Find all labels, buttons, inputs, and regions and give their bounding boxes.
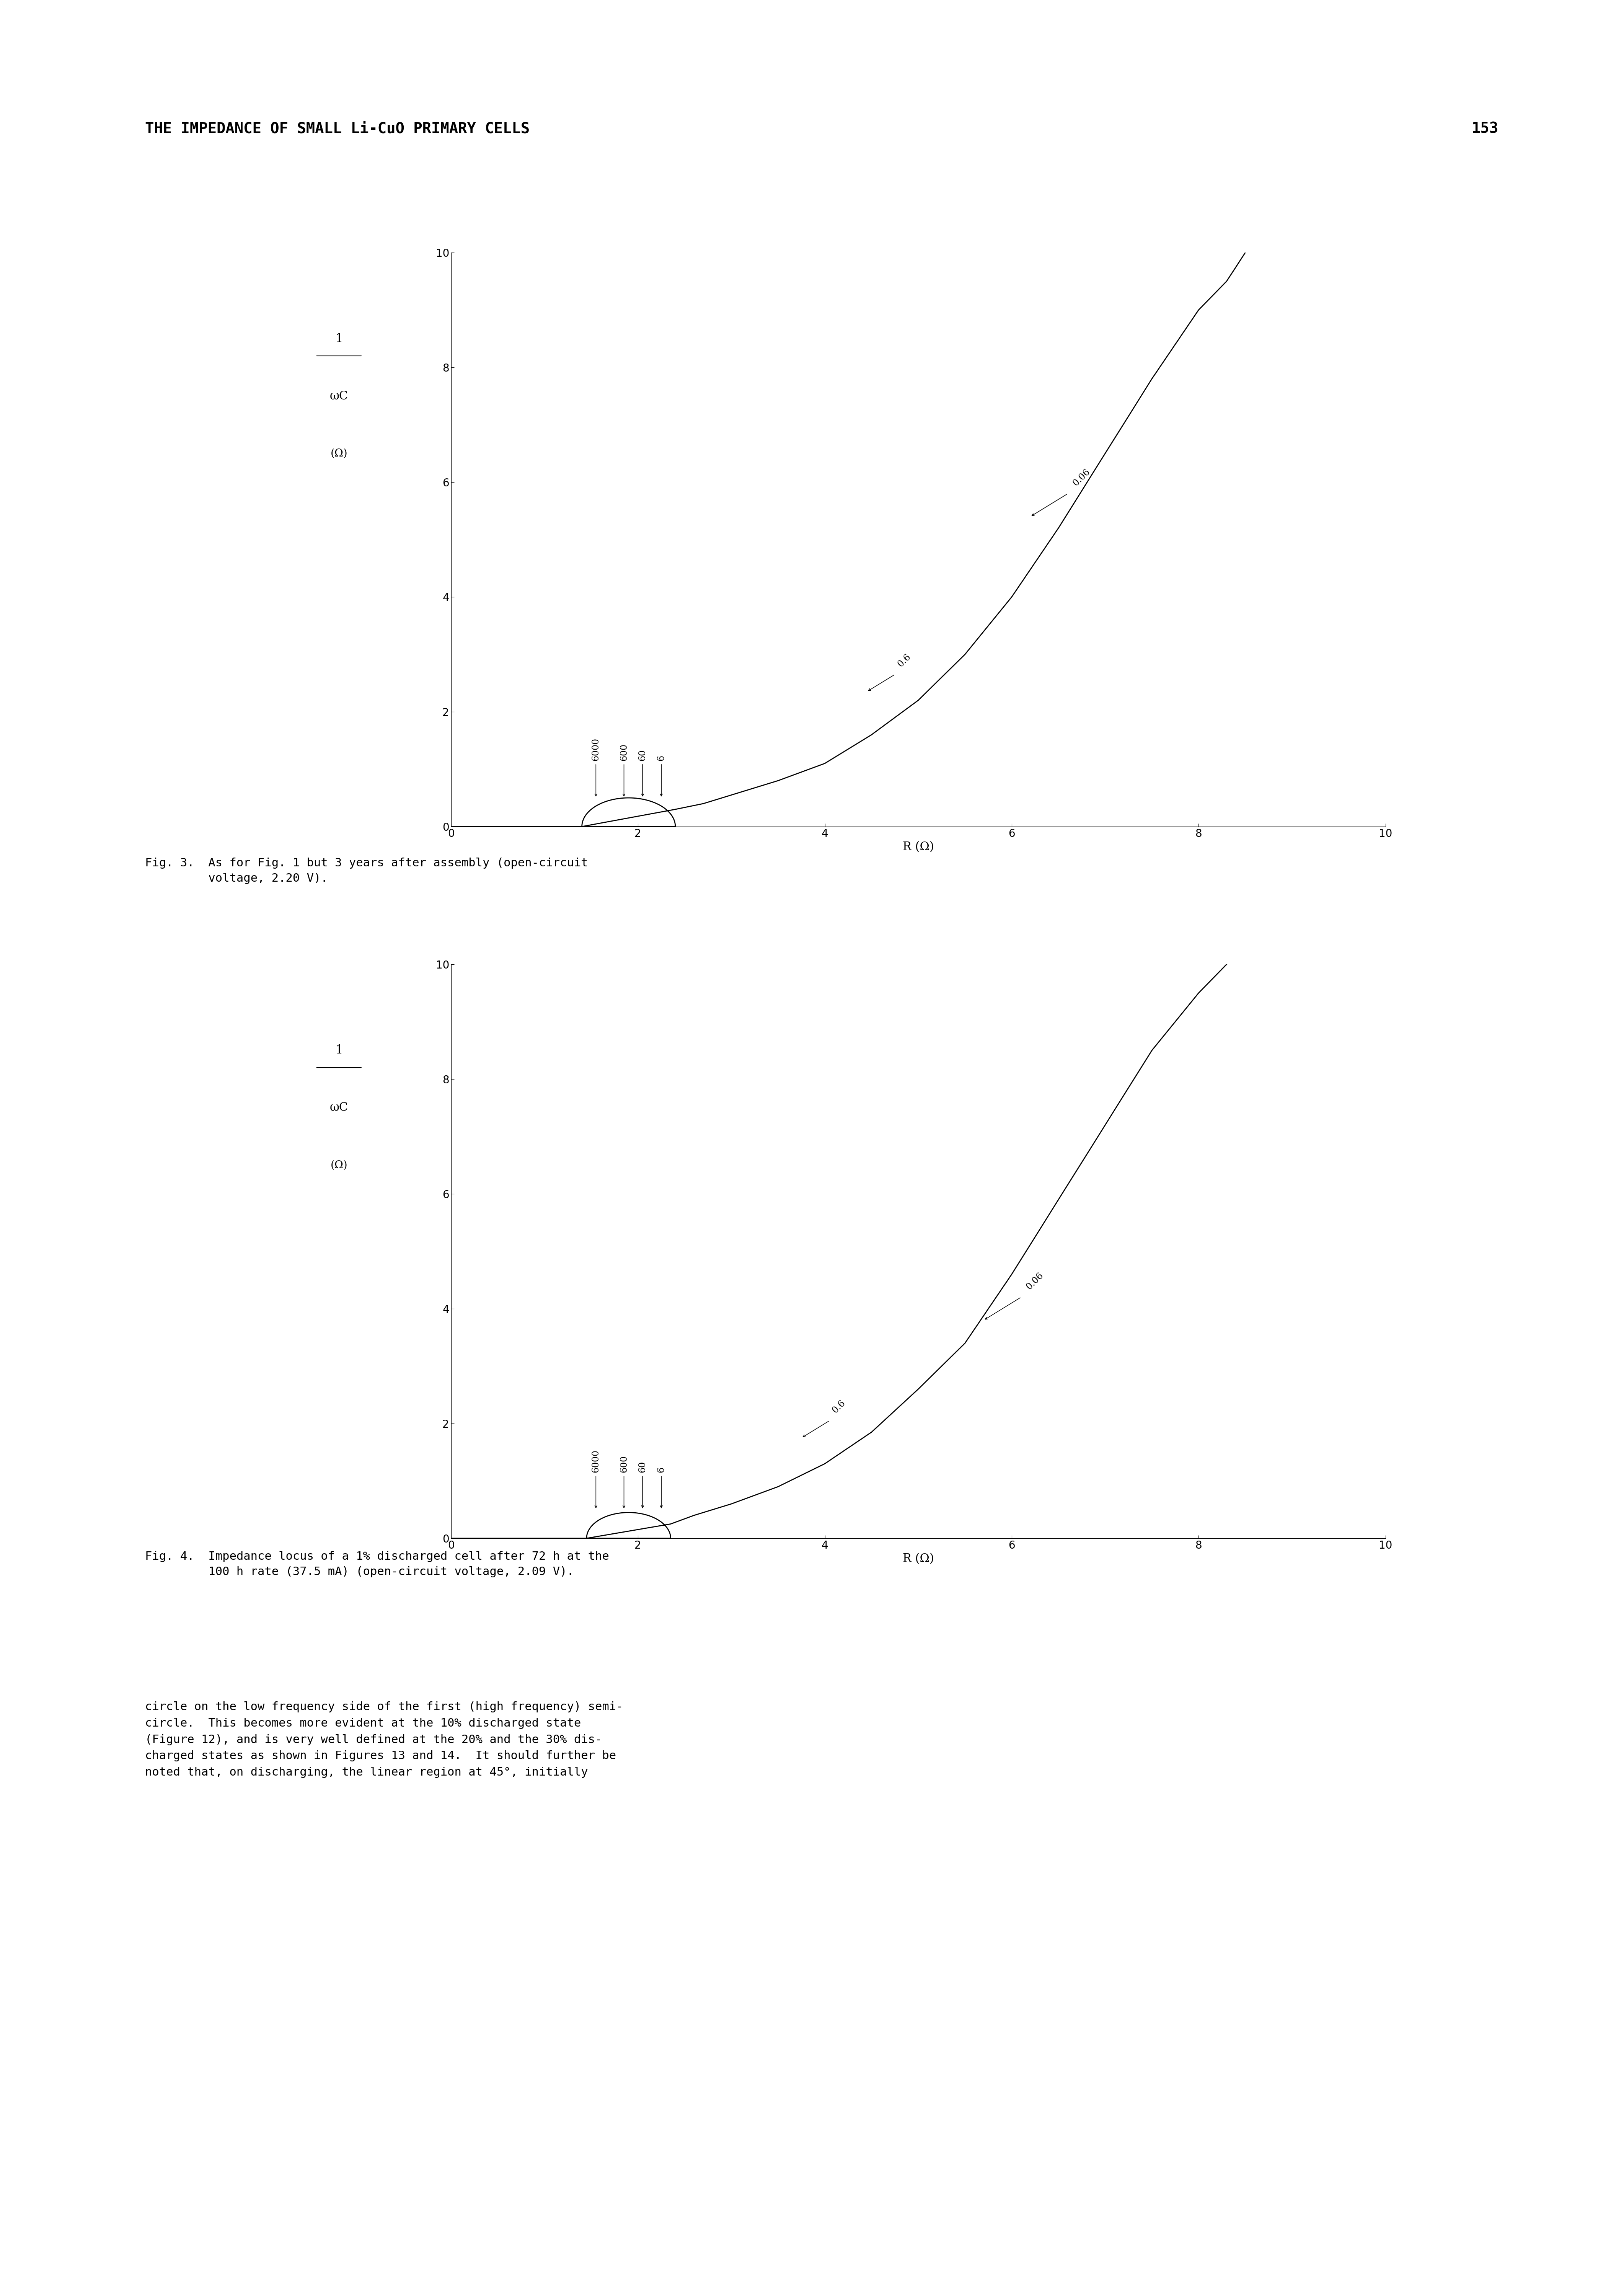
Text: 60: 60 [638,748,648,760]
X-axis label: R (Ω): R (Ω) [902,840,934,854]
Text: 0.6: 0.6 [831,1398,847,1414]
Text: 6: 6 [657,755,665,760]
Text: 6: 6 [657,1467,665,1472]
Text: 0.06: 0.06 [1025,1272,1046,1290]
Text: (Ω): (Ω) [330,448,348,459]
Text: 6000: 6000 [591,1449,601,1472]
Text: 1: 1 [335,333,343,344]
Text: 60: 60 [638,1460,648,1472]
Text: Fig. 4.  Impedance locus of a 1% discharged cell after 72 h at the
         100 : Fig. 4. Impedance locus of a 1% discharg… [145,1552,609,1577]
Text: 0.6: 0.6 [896,652,912,668]
Text: 600: 600 [620,1456,628,1472]
Text: 0.06: 0.06 [1071,468,1092,489]
Text: ωC: ωC [330,390,348,402]
Text: (Ω): (Ω) [330,1159,348,1171]
Text: 1: 1 [335,1045,343,1056]
Text: 153: 153 [1471,122,1498,135]
Text: 6000: 6000 [591,737,601,760]
X-axis label: R (Ω): R (Ω) [902,1552,934,1566]
Text: Fig. 3.  As for Fig. 1 but 3 years after assembly (open-circuit
         voltage: Fig. 3. As for Fig. 1 but 3 years after … [145,859,588,884]
Text: ωC: ωC [330,1102,348,1114]
Text: THE IMPEDANCE OF SMALL Li-CuO PRIMARY CELLS: THE IMPEDANCE OF SMALL Li-CuO PRIMARY CE… [145,122,530,135]
Text: 600: 600 [620,744,628,760]
Text: circle on the low frequency side of the first (high frequency) semi-
circle.  Th: circle on the low frequency side of the … [145,1701,623,1777]
